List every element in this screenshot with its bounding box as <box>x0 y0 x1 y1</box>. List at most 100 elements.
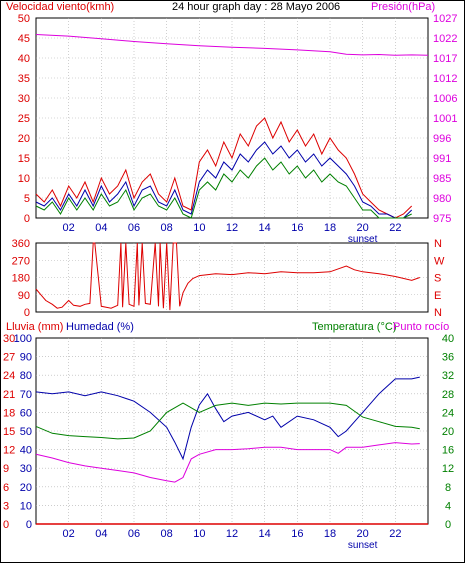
rain-y-tick-30: 30 <box>3 333 15 345</box>
wind-y-tick-50: 50 <box>18 13 30 25</box>
temp-y-tick-24: 24 <box>442 407 454 419</box>
humidity-y-tick-60: 60 <box>20 407 32 419</box>
pressure-y-tick-975: 975 <box>433 213 451 225</box>
series-average <box>35 141 413 219</box>
wind-y-tick-35: 35 <box>18 73 30 85</box>
wind-x-tick-16: 16 <box>291 222 303 234</box>
humidity-y-tick-20: 20 <box>20 482 32 494</box>
rain-y-tick-3: 3 <box>3 500 9 512</box>
lower-x-tick-16: 16 <box>291 528 303 540</box>
compass-tick-1: E <box>434 290 441 302</box>
compass-tick-2: S <box>434 273 441 285</box>
lower-x-tick-14: 14 <box>259 528 271 540</box>
rain-y-tick-12: 12 <box>3 445 15 457</box>
wind-x-tick-20: 20 <box>357 222 369 234</box>
series-temperature <box>35 402 420 440</box>
lower-x-tick-04: 04 <box>95 528 107 540</box>
rain-y-tick-6: 6 <box>3 482 9 494</box>
humidity-axis-label: Humedad (%) <box>66 321 134 333</box>
wind-x-tick-08: 08 <box>161 222 173 234</box>
humidity-y-tick-10: 10 <box>20 500 32 512</box>
lower-x-tick-08: 08 <box>161 528 173 540</box>
wind-axis-label: Velocidad viento(kmh) <box>6 1 114 13</box>
humidity-y-tick-0: 0 <box>26 519 32 531</box>
wind-x-tick-22: 22 <box>389 222 401 234</box>
temperature-axis-label: Temperatura (°C) <box>312 321 396 333</box>
temp-y-tick-20: 20 <box>442 426 454 438</box>
direction-y-tick-360: 360 <box>12 238 30 250</box>
wind-y-tick-15: 15 <box>18 153 30 165</box>
direction-y-tick-270: 270 <box>12 255 30 267</box>
series-direction <box>35 242 420 311</box>
rain-y-tick-9: 9 <box>3 463 9 475</box>
dewpoint-axis-label: Punto rocío <box>393 321 449 333</box>
rain-axis-label: Lluvia (mm) <box>6 321 63 333</box>
pressure-y-tick-1006: 1006 <box>433 93 457 105</box>
wind-y-tick-0: 0 <box>24 213 30 225</box>
compass-tick-4: N <box>434 238 442 250</box>
temp-y-tick-40: 40 <box>442 333 454 345</box>
rain-humidity-temp-panel: 0369121518212427300102030405060708090100… <box>3 333 454 551</box>
wind-y-tick-10: 10 <box>18 173 30 185</box>
humidity-y-tick-70: 70 <box>20 389 32 401</box>
chart-title: 24 hour graph day : 28 Mayo 2006 <box>172 1 340 13</box>
lower-x-tick-20: 20 <box>357 528 369 540</box>
lower-x-tick-18: 18 <box>324 528 336 540</box>
temp-y-tick-16: 16 <box>442 445 454 457</box>
humidity-y-tick-40: 40 <box>20 445 32 457</box>
series-wind <box>35 157 412 219</box>
temp-y-tick-4: 4 <box>445 500 451 512</box>
pressure-y-tick-991: 991 <box>433 153 451 165</box>
temp-y-tick-8: 8 <box>445 482 451 494</box>
temp-y-tick-36: 36 <box>442 352 454 364</box>
direction-y-tick-90: 90 <box>18 290 30 302</box>
pressure-axis-label: Presión(hPa) <box>371 1 435 13</box>
sunset-label-top: sunset <box>348 234 378 245</box>
wind-x-tick-18: 18 <box>324 222 336 234</box>
rain-y-tick-0: 0 <box>3 519 9 531</box>
pressure-y-tick-1027: 1027 <box>433 13 457 25</box>
pressure-y-tick-1012: 1012 <box>433 73 457 85</box>
temp-y-tick-12: 12 <box>442 463 454 475</box>
temp-y-tick-0: 0 <box>445 519 451 531</box>
lower-x-tick-12: 12 <box>226 528 238 540</box>
rain-y-tick-24: 24 <box>3 370 15 382</box>
wind-pressure-panel: 0 5 10 15 20 25 30 35 40 45 50 975 980 985 991 996 1001 1… <box>18 13 458 245</box>
humidity-y-tick-80: 80 <box>20 370 32 382</box>
lower-x-tick-22: 22 <box>389 528 401 540</box>
rain-y-tick-21: 21 <box>3 389 15 401</box>
pressure-y-tick-1001: 1001 <box>433 113 457 125</box>
rain-y-tick-18: 18 <box>3 407 15 419</box>
lower-x-tick-06: 06 <box>128 528 140 540</box>
humidity-y-tick-30: 30 <box>20 463 32 475</box>
wind-x-tick-14: 14 <box>259 222 271 234</box>
wind-x-tick-10: 10 <box>193 222 205 234</box>
wind-y-tick-30: 30 <box>18 93 30 105</box>
wind-x-tick-12: 12 <box>226 222 238 234</box>
series-humidity <box>35 376 420 461</box>
pressure-y-tick-996: 996 <box>433 133 451 145</box>
pressure-y-tick-1017: 1017 <box>433 53 457 65</box>
compass-tick-0: N <box>434 307 442 319</box>
pressure-y-tick-985: 985 <box>433 173 451 185</box>
wind-y-tick-5: 5 <box>24 193 30 205</box>
compass-tick-3: W <box>434 255 445 267</box>
series-dew-point <box>35 442 420 483</box>
lower-x-tick-02: 02 <box>63 528 75 540</box>
rain-y-tick-15: 15 <box>3 426 15 438</box>
rain-y-tick-27: 27 <box>3 352 15 364</box>
direction-y-tick-180: 180 <box>12 273 30 285</box>
wind-y-tick-45: 45 <box>18 33 30 45</box>
pressure-y-tick-1022: 1022 <box>433 33 457 45</box>
temp-y-tick-28: 28 <box>442 389 454 401</box>
temp-y-tick-32: 32 <box>442 370 454 382</box>
sunset-label-bottom: sunset <box>348 540 378 551</box>
humidity-y-tick-90: 90 <box>20 352 32 364</box>
wind-x-tick-02: 02 <box>63 222 75 234</box>
wind-y-tick-20: 20 <box>18 133 30 145</box>
wind-x-tick-06: 06 <box>128 222 140 234</box>
pressure-y-tick-980: 980 <box>433 193 451 205</box>
wind-y-tick-40: 40 <box>18 53 30 65</box>
